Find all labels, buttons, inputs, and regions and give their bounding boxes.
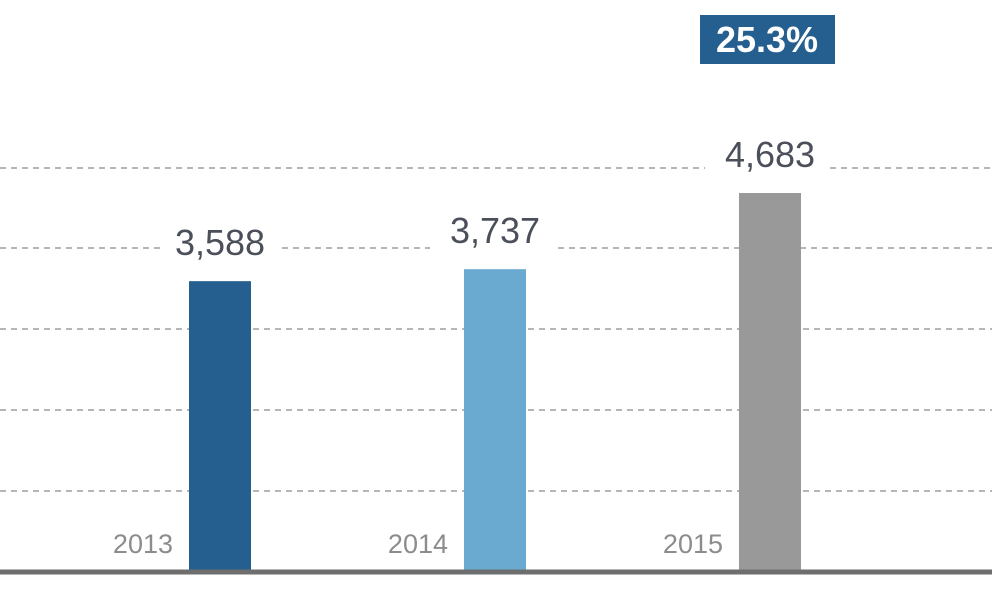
growth-badge-text: 25.3% — [716, 19, 818, 60]
bar-2015 — [739, 193, 801, 570]
x-label-2013: 2013 — [113, 529, 173, 559]
value-label-2014: 3,737 — [450, 210, 540, 251]
value-label-2015: 4,683 — [725, 134, 815, 175]
bar-2013 — [189, 281, 251, 570]
x-label-2015: 2015 — [663, 529, 723, 559]
x-axis-labels: 2013 2014 2015 — [113, 529, 723, 559]
x-label-2014: 2014 — [388, 529, 448, 559]
value-labels: 3,588 3,737 4,683 — [175, 134, 815, 263]
bars — [189, 193, 801, 570]
growth-badge-background — [700, 15, 835, 64]
growth-badge: 25.3% — [700, 15, 835, 64]
bar-2014 — [464, 269, 526, 570]
value-label-2013: 3,588 — [175, 222, 265, 263]
